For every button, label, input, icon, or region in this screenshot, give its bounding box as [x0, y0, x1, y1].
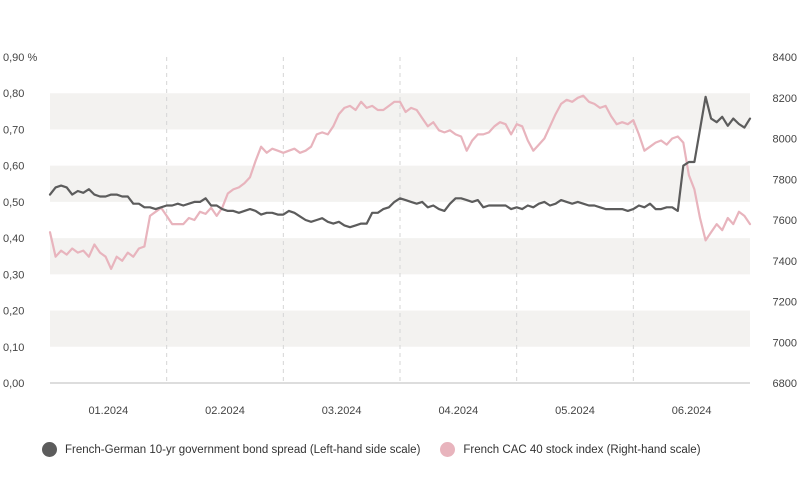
right-tick-label: 7000: [773, 337, 797, 349]
series-line-cac40: [48, 94, 752, 270]
left-tick-label: 0,10: [3, 342, 24, 354]
right-tick-label: 7200: [773, 297, 797, 309]
legend-item-cac40: French CAC 40 stock index (Right-hand sc…: [440, 442, 701, 457]
left-tick-label: 0,90 %: [3, 52, 37, 64]
legend-swatch-cac40: [440, 442, 456, 457]
left-tick-label: 0,30: [3, 269, 24, 281]
x-tick-label: 05.2024: [555, 405, 595, 417]
left-tick-label: 0,20: [3, 306, 24, 318]
x-axis-ticks: 01.2024 02.2024 03.2024 04.2024 05.2024 06.20…: [88, 405, 711, 417]
right-tick-label: 7800: [773, 174, 797, 186]
legend-label-cac40: French CAC 40 stock index (Right-hand sc…: [463, 443, 701, 456]
x-tick-label: 02.2024: [205, 405, 245, 417]
legend-label-bond-spread: French-German 10-yr government bond spre…: [65, 443, 421, 456]
right-axis-ticks: 6800 7000 7200 7400 7600 7800 8000 8200 8400: [773, 52, 797, 390]
left-axis-ticks: 0,00 0,10 0,20 0,30 0,40 0,50 0,60 0,70 0,80 0,90…: [3, 52, 37, 390]
right-tick-label: 8200: [773, 93, 797, 105]
left-tick-label: 0,80: [3, 88, 24, 100]
right-tick-label: 6800: [773, 378, 797, 390]
line-chart: 0,00 0,10 0,20 0,30 0,40 0,50 0,60 0,70 0,80 0,90…: [3, 52, 797, 417]
right-tick-label: 7600: [773, 215, 797, 227]
right-tick-label: 7400: [773, 256, 797, 268]
month-gridlines: [166, 57, 634, 383]
series-line-bond-spread: [48, 95, 752, 229]
legend: French-German 10-yr government bond spre…: [42, 442, 721, 457]
left-tick-label: 0,50: [3, 197, 24, 209]
legend-item-bond-spread: French-German 10-yr government bond spre…: [42, 442, 420, 457]
right-tick-label: 8400: [773, 52, 797, 64]
right-tick-label: 8000: [773, 134, 797, 146]
left-tick-label: 0,00: [3, 378, 24, 390]
x-tick-label: 03.2024: [322, 405, 362, 417]
series-lines: [48, 94, 752, 270]
legend-swatch-bond-spread: [42, 442, 57, 457]
left-tick-label: 0,40: [3, 233, 24, 245]
x-tick-label: 04.2024: [438, 405, 478, 417]
left-tick-label: 0,70: [3, 124, 24, 136]
x-tick-label: 01.2024: [88, 405, 128, 417]
x-tick-label: 06.2024: [672, 405, 712, 417]
left-tick-label: 0,60: [3, 161, 24, 173]
